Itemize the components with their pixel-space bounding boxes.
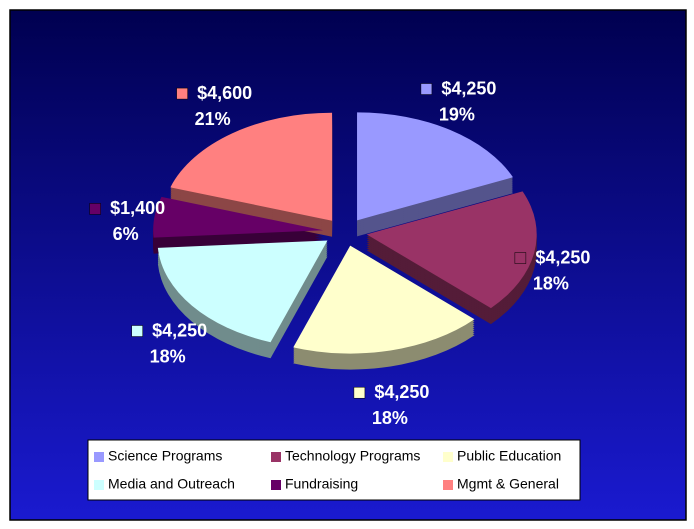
percent-label: 21%: [195, 109, 231, 129]
percent-label: 6%: [113, 224, 139, 244]
legend-label: Mgmt & General: [457, 476, 559, 492]
slice: [366, 191, 537, 309]
value-label: $4,600: [197, 83, 252, 103]
legend-swatch: [443, 452, 453, 462]
value-label: $4,250: [535, 247, 590, 267]
legend-label: Fundraising: [285, 476, 358, 492]
label-swatch: [353, 386, 366, 399]
label-swatch: [176, 87, 188, 100]
slice: [293, 245, 475, 354]
slice: [153, 196, 324, 238]
label-swatch: [89, 203, 101, 215]
label-swatch: [420, 83, 433, 95]
label-swatch: [131, 325, 143, 337]
legend-swatch: [94, 452, 104, 462]
percent-label: 19%: [439, 104, 475, 124]
percent-label: 18%: [372, 408, 408, 428]
value-label: $4,250: [374, 382, 429, 402]
slice: [157, 240, 328, 343]
percent-label: 18%: [533, 273, 569, 293]
legend-label: Media and Outreach: [108, 476, 235, 492]
legend-label: Science Programs: [108, 448, 222, 464]
legend-swatch: [94, 480, 104, 490]
percent-label: 18%: [150, 346, 186, 366]
legend-label: Technology Programs: [285, 448, 420, 464]
slice: [170, 112, 333, 221]
legend: [87, 439, 581, 501]
legend-swatch: [443, 480, 453, 490]
legend-label: Public Education: [457, 448, 561, 464]
legend-swatch: [271, 480, 281, 490]
value-label: $1,400: [110, 198, 165, 218]
slice: [357, 112, 513, 221]
label-swatch: [514, 252, 527, 264]
legend-swatch: [271, 452, 281, 462]
value-label: $4,250: [441, 78, 496, 98]
value-label: $4,250: [152, 320, 207, 340]
